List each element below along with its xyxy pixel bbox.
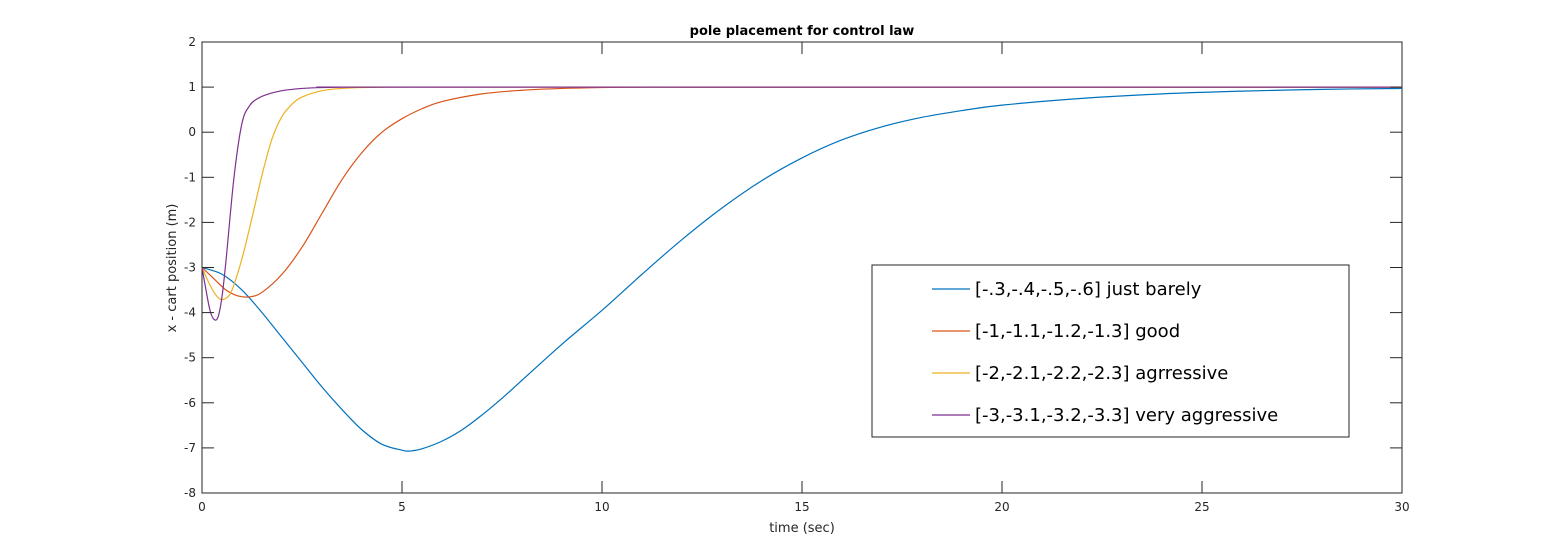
y-tick-label: 1 [188, 80, 196, 94]
y-tick-label: -1 [184, 170, 196, 184]
y-tick-label: 0 [188, 125, 196, 139]
y-tick-label: 2 [188, 35, 196, 49]
x-tick-label: 15 [794, 500, 809, 514]
x-tick-label: 5 [398, 500, 406, 514]
y-tick-label: -6 [184, 396, 196, 410]
legend-label-2: [-1,-1.1,-1.2,-1.3] good [975, 321, 1180, 342]
tick-layer: 0 5 10 15 20 25 30 -8 -7 -6 -5 -4 -3 -2 -1 0 1 2 [184, 35, 1410, 514]
x-tick-label: 10 [594, 500, 609, 514]
legend-entries: [-.3,-.4,-.5,-.6] just barely [-1,-1.1,-1… [932, 279, 1278, 426]
y-tick-label: -5 [184, 351, 196, 365]
y-tick-label: -7 [184, 441, 196, 455]
x-tick-label: 0 [198, 500, 206, 514]
x-tick-label: 20 [994, 500, 1009, 514]
legend-label-1: [-.3,-.4,-.5,-.6] just barely [975, 279, 1202, 300]
y-tick-label: -3 [184, 261, 196, 275]
y-axis-title: x - cart position (m) [165, 204, 180, 333]
y-tick-label: -8 [184, 486, 196, 500]
series-layer [201, 86, 1403, 452]
legend: [-.3,-.4,-.5,-.6] just barely [-1,-1.1,-1… [871, 264, 1350, 438]
legend-box [871, 264, 1350, 438]
y-tick-label: -4 [184, 306, 196, 320]
x-tick-label: 25 [1194, 500, 1209, 514]
x-axis-title: time (sec) [769, 521, 835, 536]
legend-label-3: [-2,-2.1,-2.2,-2.3] agrressive [975, 363, 1228, 384]
chart-title: pole placement for control law [690, 24, 915, 39]
x-tick-label: 30 [1394, 500, 1409, 514]
series-line-1 [201, 87, 1403, 452]
y-tick-label: -2 [184, 215, 196, 229]
series-line-4 [201, 86, 1402, 321]
legend-label-4: [-3,-3.1,-3.2,-3.3] very aggressive [975, 405, 1278, 426]
